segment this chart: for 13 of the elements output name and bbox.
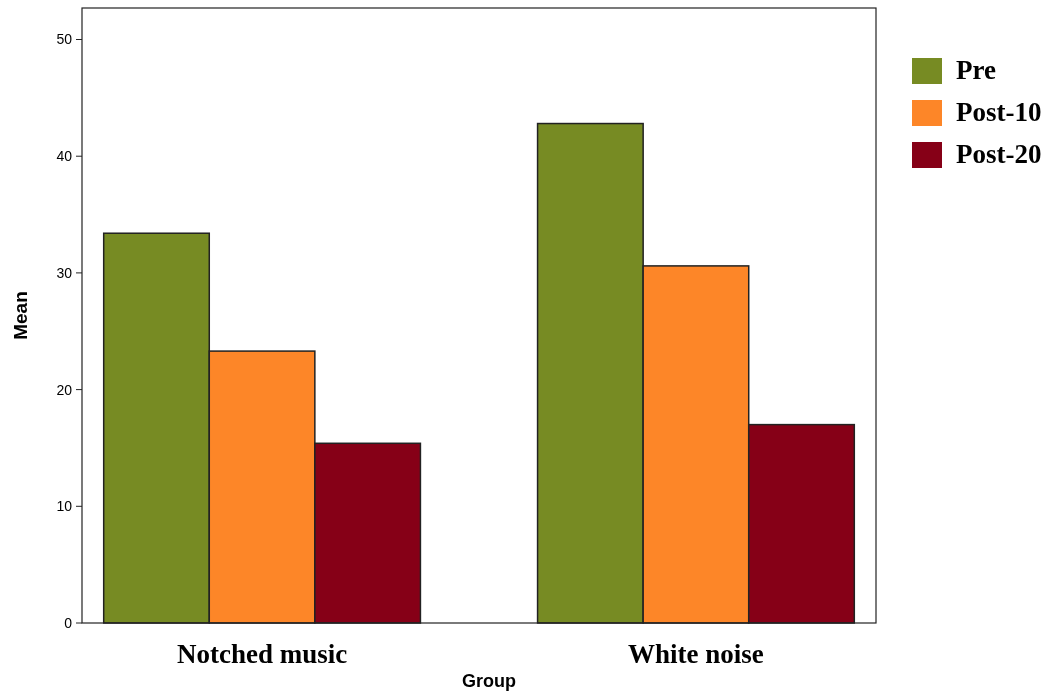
x-tick-label: Notched music	[176, 639, 348, 669]
y-tick-label: 30	[56, 264, 73, 281]
legend-label: Pre	[956, 55, 996, 85]
legend-label: Post-20	[956, 139, 1042, 169]
y-tick-label: 0	[64, 614, 73, 631]
y-tick-label: 20	[56, 381, 73, 398]
x-tick-label: White noise	[628, 639, 764, 669]
y-tick-label: 50	[56, 31, 73, 48]
y-tick-label: 40	[56, 148, 73, 165]
x-axis-title: Group	[462, 671, 516, 691]
y-tick-label: 10	[56, 498, 73, 515]
y-axis-title: Mean	[10, 291, 31, 340]
legend-label: Post-10	[956, 97, 1042, 127]
